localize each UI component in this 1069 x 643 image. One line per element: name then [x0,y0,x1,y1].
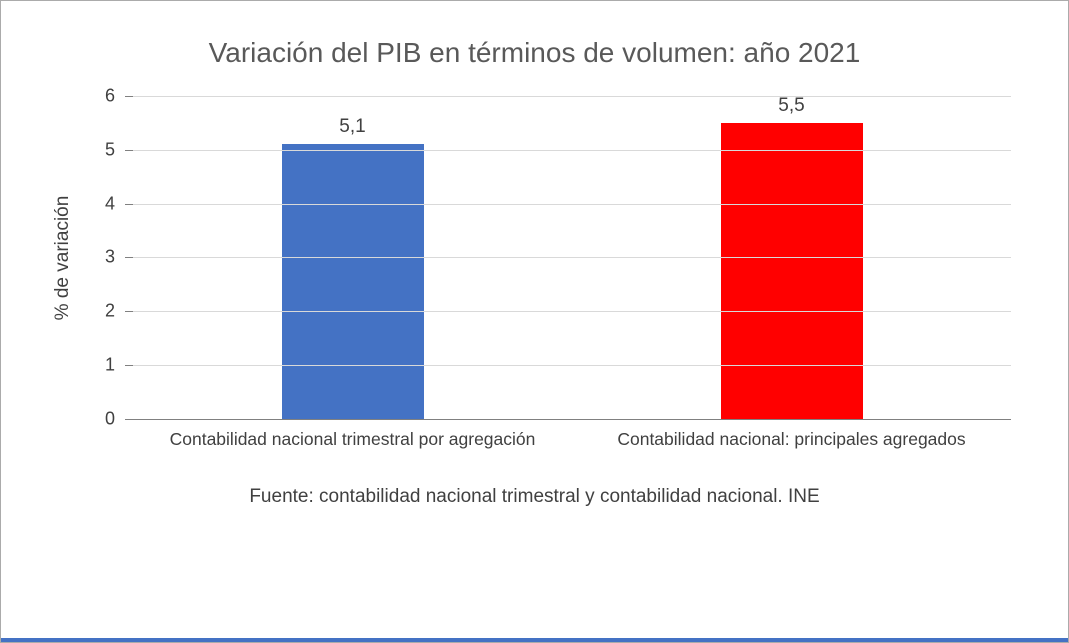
chart-title: Variación del PIB en términos de volumen… [208,37,861,68]
category-label: Contabilidad nacional: principales agreg… [617,428,966,449]
y-tick-mark [125,203,133,205]
gridline [133,95,1011,97]
gridline [133,365,1011,367]
y-tick-mark [125,311,133,313]
bar-2: 5,5 [720,95,863,419]
y-tick-mark [125,95,133,97]
bar-1: 5,1 [281,116,424,419]
y-tick-label: 1 [104,354,115,375]
y-tick-mark [125,257,133,259]
gridline [133,311,1011,313]
bar-value-label: 5,5 [778,94,805,116]
y-tick-label: 2 [104,300,115,321]
y-tick-label: 6 [104,85,115,106]
plot-area: 5,1 5,5 0 1 2 3 4 5 6 [105,85,1011,428]
y-tick-mark [125,418,133,420]
gridline [133,257,1011,259]
bars-row: 5,1 5,5 [133,95,1011,419]
category-row: Contabilidad nacional trimestral por agr… [133,428,1011,452]
bottom-accent-strip [1,638,1068,642]
gridline [133,203,1011,205]
gridline [133,149,1011,151]
y-tick-mark [125,365,133,367]
y-tick-label: 3 [104,246,115,267]
bar-slot: 5,5 [572,95,1011,419]
y-tick-label: 4 [104,193,115,214]
y-tick-label: 0 [104,408,115,429]
y-tick-mark [125,149,133,151]
y-axis-title: % de variación [52,195,73,321]
bar-value-label: 5,1 [339,116,366,138]
category-label: Contabilidad nacional trimestral por agr… [169,428,536,449]
chart-region: % de variación 5,1 5,5 0 1 2 3 4 5 6 Contabilid… [1,85,1068,452]
y-tick-label: 5 [104,139,115,160]
source-note: Fuente: contabilidad nacional trimestral… [249,485,820,507]
bar-slot: 5,1 [133,96,572,419]
